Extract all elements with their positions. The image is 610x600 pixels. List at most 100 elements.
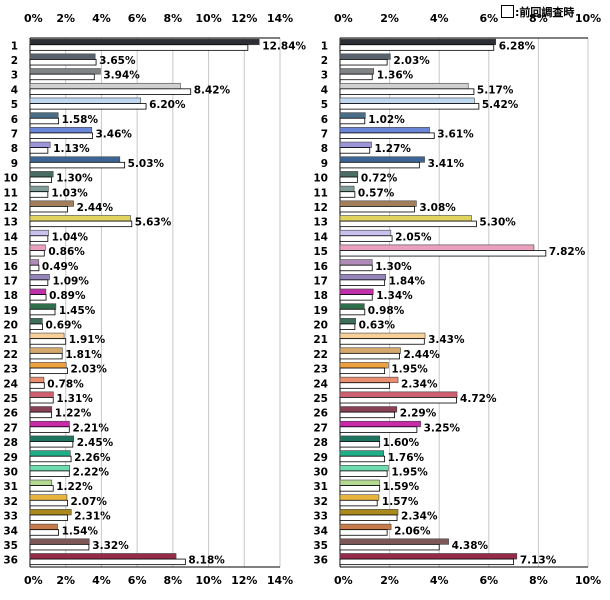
category-label: 31 bbox=[3, 481, 18, 493]
bar-previous bbox=[29, 323, 43, 330]
x-tick-label-top: 4% bbox=[92, 12, 111, 25]
data-label: 3.43% bbox=[428, 334, 465, 346]
data-label: 2.29% bbox=[400, 408, 437, 420]
bar-previous bbox=[29, 470, 70, 477]
bar-current bbox=[339, 362, 389, 369]
data-label: 2.03% bbox=[71, 364, 108, 376]
bar-current bbox=[29, 391, 54, 398]
bar-current bbox=[339, 465, 389, 472]
x-tick-label-top: 8% bbox=[529, 12, 548, 25]
x-tick-label-top: 10% bbox=[195, 12, 221, 25]
bar-current bbox=[29, 538, 90, 545]
x-tick-label-bottom: 6% bbox=[128, 574, 147, 587]
x-tick-label-bottom: 0% bbox=[334, 574, 353, 587]
data-label: 0.98% bbox=[368, 305, 405, 317]
bar-previous bbox=[29, 529, 59, 536]
category-label: 11 bbox=[313, 187, 328, 199]
bar-current bbox=[339, 553, 518, 560]
data-label: 2.05% bbox=[395, 231, 432, 243]
bar-current bbox=[29, 273, 50, 281]
data-label: 2.21% bbox=[72, 422, 109, 434]
category-label: 29 bbox=[3, 452, 18, 464]
data-label: 1.57% bbox=[382, 496, 419, 508]
bar-current bbox=[29, 347, 63, 354]
data-label: 2.07% bbox=[71, 496, 108, 508]
bar-previous bbox=[29, 397, 54, 404]
bar-previous bbox=[339, 411, 395, 419]
data-label: 0.86% bbox=[48, 246, 85, 258]
data-label: 5.03% bbox=[128, 158, 165, 170]
bar-previous bbox=[29, 455, 72, 463]
bar-current bbox=[339, 68, 375, 75]
data-label: 1.36% bbox=[377, 70, 414, 82]
bar-current bbox=[29, 244, 46, 251]
category-label: 9 bbox=[321, 158, 328, 170]
data-label: 5.42% bbox=[482, 99, 519, 111]
data-label: 0.69% bbox=[46, 320, 83, 332]
category-label: 34 bbox=[313, 525, 328, 537]
bar-current bbox=[29, 303, 57, 310]
data-label: 3.61% bbox=[437, 129, 474, 141]
data-label: 1.04% bbox=[52, 231, 89, 243]
data-label: 0.78% bbox=[47, 378, 84, 390]
x-tick-label-bottom: 4% bbox=[92, 574, 111, 587]
category-label: 36 bbox=[3, 555, 18, 567]
bar-previous bbox=[339, 73, 373, 81]
category-label: 23 bbox=[313, 364, 328, 376]
bar-previous bbox=[29, 352, 63, 360]
category-label: 1 bbox=[11, 40, 18, 52]
data-label: 2.06% bbox=[394, 525, 431, 537]
category-label: 14 bbox=[3, 231, 18, 243]
bar-current bbox=[339, 127, 430, 134]
x-tick-label-top: 0% bbox=[24, 12, 43, 25]
data-label: 0.57% bbox=[358, 187, 395, 199]
bar-previous bbox=[339, 382, 390, 389]
category-label: 17 bbox=[313, 275, 328, 287]
bar-current bbox=[29, 185, 49, 193]
data-label: 3.41% bbox=[428, 158, 465, 170]
x-tick-label-bottom: 0% bbox=[24, 574, 43, 587]
bar-previous bbox=[29, 59, 97, 66]
data-label: 2.03% bbox=[393, 55, 430, 67]
data-label: 1.34% bbox=[376, 290, 413, 302]
data-label: 3.32% bbox=[92, 540, 129, 552]
bar-current bbox=[339, 494, 380, 501]
category-label: 34 bbox=[3, 525, 18, 537]
data-label: 1.95% bbox=[391, 364, 428, 376]
x-tick-label-bottom: 2% bbox=[380, 574, 399, 587]
category-label: 5 bbox=[321, 99, 328, 111]
bar-previous bbox=[339, 352, 400, 360]
bar-previous bbox=[29, 44, 249, 51]
category-label: 3 bbox=[321, 70, 328, 82]
bar-previous bbox=[339, 543, 440, 551]
bar-current bbox=[339, 509, 399, 516]
bar-current bbox=[339, 303, 365, 310]
bar-current bbox=[339, 229, 392, 237]
data-label: 0.89% bbox=[49, 290, 86, 302]
category-label: 35 bbox=[313, 540, 328, 552]
category-label: 7 bbox=[11, 129, 18, 141]
data-label: 1.03% bbox=[51, 187, 88, 199]
bar-previous bbox=[29, 294, 47, 301]
x-tick-label-bottom: 10% bbox=[195, 574, 221, 587]
bar-previous bbox=[29, 367, 68, 375]
bar-previous bbox=[339, 117, 366, 125]
bar-previous bbox=[339, 59, 388, 66]
bar-previous bbox=[339, 235, 393, 242]
bar-previous bbox=[339, 455, 386, 463]
category-label: 18 bbox=[313, 290, 328, 302]
bar-previous bbox=[29, 191, 49, 198]
x-tick-label-top: 4% bbox=[430, 12, 449, 25]
bar-previous bbox=[29, 103, 147, 110]
bar-current bbox=[339, 288, 374, 295]
bar-current bbox=[29, 112, 59, 119]
bar-current bbox=[29, 68, 101, 75]
bar-previous bbox=[29, 543, 90, 551]
category-label: 19 bbox=[313, 305, 328, 317]
bar-current bbox=[29, 259, 40, 266]
bar-previous bbox=[29, 205, 68, 213]
bar-previous bbox=[339, 44, 495, 51]
bar-previous bbox=[339, 514, 398, 521]
x-tick-label-bottom: 8% bbox=[529, 574, 548, 587]
bar-previous bbox=[29, 279, 49, 286]
